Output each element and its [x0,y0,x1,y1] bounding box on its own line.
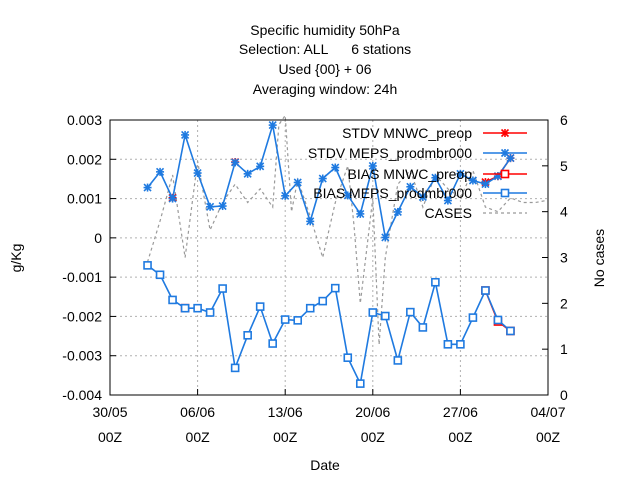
x-tick-label-hour: 00Z [361,429,386,445]
grid [110,120,548,395]
data-point [355,379,365,388]
x-tick-label-hour: 00Z [186,429,211,445]
series-line [146,124,512,241]
data-point [180,303,190,313]
y2-tick-label: 0 [560,387,568,403]
series-layer [143,113,549,388]
x-tick-label-hour: 00Z [536,429,561,445]
y2-tick-label: 2 [560,295,568,311]
data-point [168,295,177,305]
y-tick-label: 0.001 [67,191,102,207]
chart-title-line-1: Specific humidity 50hPa [250,22,400,38]
data-point [418,323,428,332]
legend-marker [500,169,510,179]
x-tick-label: 04/07 [530,404,565,420]
series-stdv-meps-prodmbr000 [143,121,515,242]
x-tick-label-hour: 00Z [273,429,298,445]
plot-frame [109,119,549,396]
data-point [318,296,328,306]
legend-label: BIAS MNWC_preop [348,166,473,182]
data-point [456,340,465,349]
data-point [368,308,378,317]
legend-label: STDV MNWC_preop [342,125,472,141]
legend-marker [500,188,510,198]
legend-label: CASES [425,205,472,221]
series-line [147,264,512,387]
y2-tick-label: 3 [560,250,568,266]
x-tick-label-hour: 00Z [448,429,473,445]
data-point [330,283,340,293]
data-point [218,284,227,293]
y-tick-label: 0 [94,230,102,246]
y-axis-label: g/Kg [8,244,24,273]
y2-axis-label: No cases [591,229,607,287]
legend-label: STDV MEPS_prodmbr000 [308,145,472,161]
data-point [143,261,152,270]
x-tick-label: 30/05 [92,404,127,420]
y-tick-label: -0.003 [62,348,102,364]
y-tick-label: -0.002 [62,308,102,324]
x-tick-label-hour: 00Z [98,429,123,445]
x-tick-label: 27/06 [443,404,478,420]
data-point [280,315,290,324]
y2-tick-label: 1 [560,341,568,357]
data-point [255,302,265,311]
chart-title-line-4: Averaging window: 24h [253,81,398,97]
y-tick-label: 0.003 [67,112,102,128]
y-tick-label: 0.002 [67,151,102,167]
data-point [305,303,315,313]
chart-title-line-3: Used {00} + 06 [278,61,371,77]
legend: STDV MNWC_preop STDV MEPS_prodmbr000 BIAS … [308,125,527,221]
series-bias-mnwc-preop [180,286,515,336]
y-tick-label: -0.004 [62,387,102,403]
data-point [493,315,503,325]
data-point [268,339,277,348]
legend-label: BIAS MEPS_prodmbr000 [313,185,472,201]
y2-tick-label: 6 [560,112,568,128]
series-bias-meps-prodmbr000 [143,261,515,388]
data-point [443,340,453,349]
data-point [230,363,240,373]
data-point [193,303,202,313]
data-point [431,277,440,287]
x-tick-label: 06/06 [180,404,215,420]
data-point [343,353,353,362]
y2-tick-label: 4 [560,204,568,220]
chart-title-line-2: Selection: ALL 6 stations [239,41,411,57]
data-point [506,326,515,336]
y-tick-label: -0.001 [62,269,102,285]
y2-tick-label: 5 [560,158,568,174]
title-block: Specific humidity 50hPa Selection: ALL 6… [239,22,411,97]
x-axis-label: Date [310,457,340,473]
data-point [243,330,252,340]
axis-ticks: -0.004 -0.003 -0.002 -0.001 0 0.001 0.002 0.003… [62,112,568,445]
data-point [468,313,478,322]
data-point [155,270,165,280]
data-point [406,307,415,317]
data-point [381,311,390,321]
x-tick-label: 13/06 [268,404,303,420]
data-point [293,316,303,325]
data-point [481,286,490,295]
data-point [205,308,215,317]
x-tick-label: 20/06 [355,404,390,420]
data-point [393,356,403,365]
